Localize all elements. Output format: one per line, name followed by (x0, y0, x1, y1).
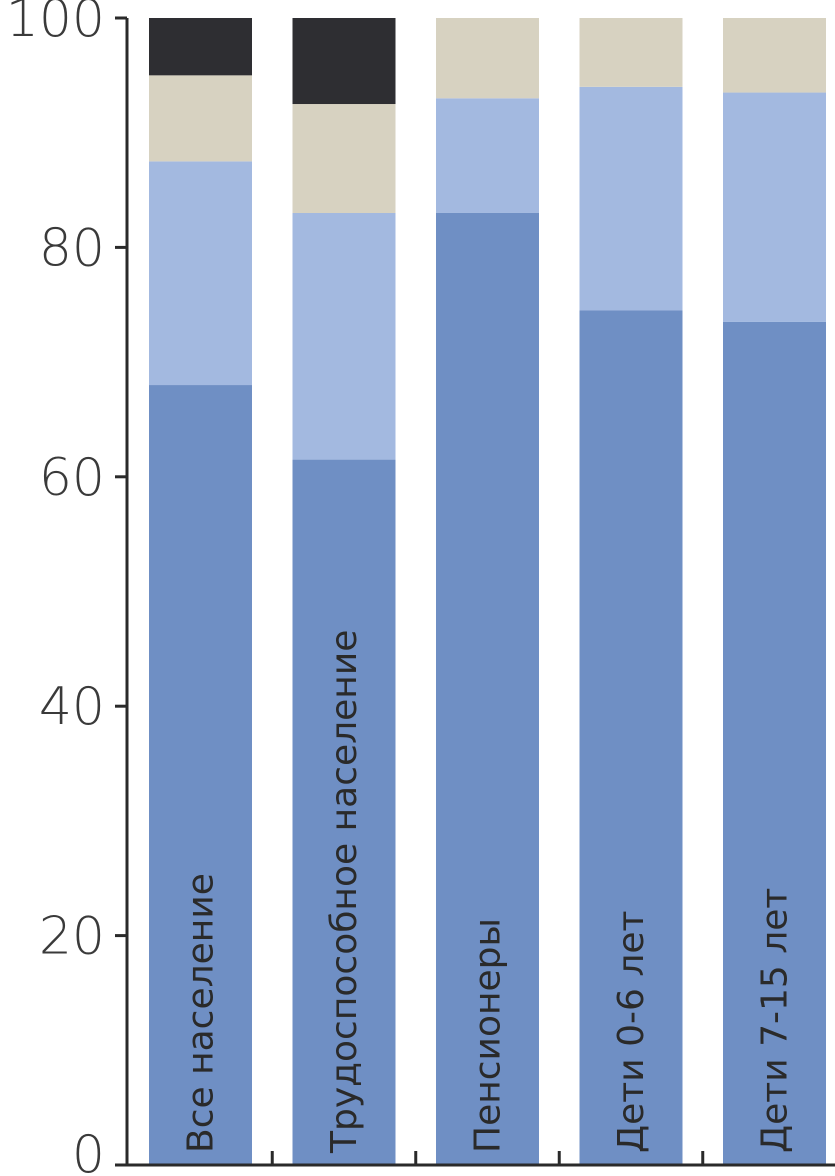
bar-segment-1-4 (149, 18, 252, 76)
bar-segment-4-1 (579, 310, 683, 1165)
bar-segment-4-2 (579, 86, 683, 311)
bar-segment-5-2 (723, 92, 826, 322)
bar-segment-1-3 (149, 75, 252, 162)
y-tick-label: 20 (39, 907, 105, 967)
bar-segment-3-3 (436, 18, 539, 99)
bars-group (149, 18, 826, 1166)
bar-segment-1-1 (149, 385, 252, 1165)
category-label-4: Дети 0-6 лет (611, 911, 652, 1153)
y-tick-label: 40 (39, 677, 105, 737)
y-tick-label: 80 (39, 218, 105, 278)
axes-group (125, 18, 835, 1167)
bar-segment-5-1 (723, 321, 826, 1166)
y-ticks-group: 0 20 40 60 80 100 (6, 0, 127, 1176)
category-labels-group: Все население Трудоспособное население Пен… (181, 630, 796, 1154)
category-label-2: Трудоспособное население (324, 630, 365, 1154)
bar-segment-2-4 (292, 18, 396, 105)
bar-segment-3-2 (436, 98, 539, 213)
y-tick-label: 0 (72, 1125, 105, 1176)
x-ticks-group (270, 1151, 705, 1165)
bar-segment-5-3 (723, 18, 826, 93)
y-tick-label: 100 (6, 0, 105, 49)
bar-segment-2-2 (292, 212, 396, 460)
category-label-1: Все население (181, 873, 222, 1153)
bar-segment-2-3 (292, 104, 396, 213)
bar-segment-1-2 (149, 161, 252, 386)
bar-segment-4-3 (579, 18, 683, 87)
category-label-5: Дети 7-15 лет (755, 888, 796, 1153)
bar-segment-3-1 (436, 212, 539, 1166)
category-label-3: Пенсионеры (468, 918, 509, 1153)
bar-segment-2-1 (292, 459, 396, 1166)
y-tick-label: 60 (39, 448, 105, 508)
